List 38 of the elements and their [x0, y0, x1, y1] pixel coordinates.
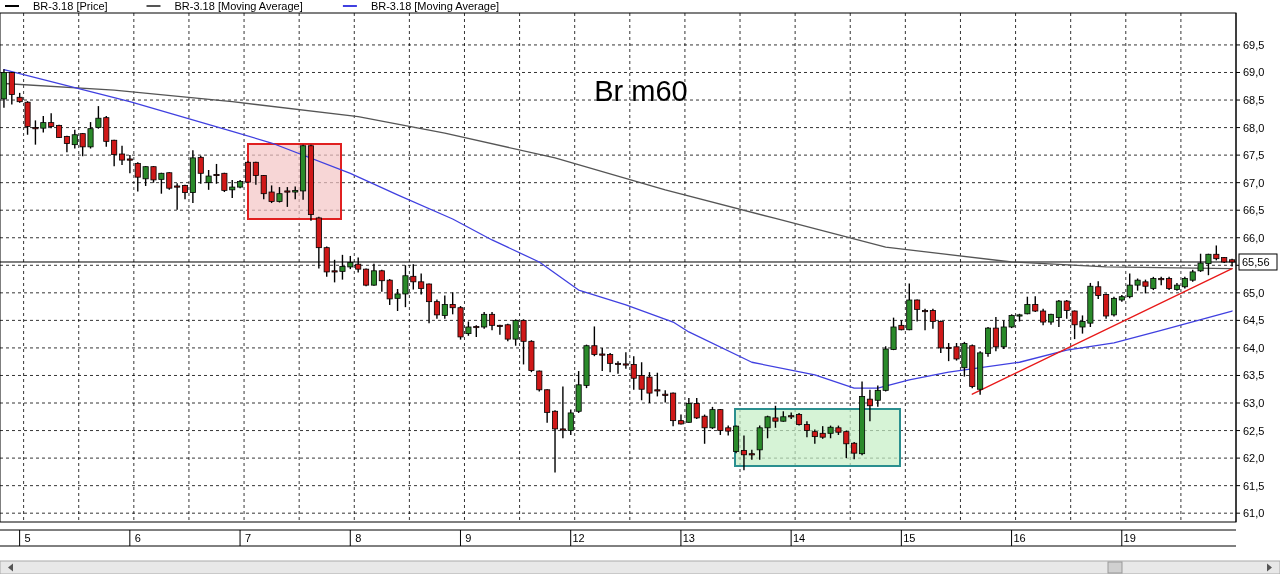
x-tick-label: 12: [572, 532, 585, 544]
y-tick-label: 67,5: [1243, 149, 1265, 162]
y-tick-label: 63,5: [1243, 369, 1265, 382]
x-tick-label: 8: [355, 532, 362, 544]
y-tick-label: 62,5: [1243, 424, 1265, 437]
y-tick-label: 68,5: [1243, 94, 1265, 107]
x-tick-label: 16: [1013, 532, 1026, 544]
x-tick-label: 15: [903, 532, 916, 544]
y-tick-label: 67,0: [1243, 176, 1265, 189]
x-tick-label: 9: [465, 532, 472, 544]
y-tick-label: 69,0: [1243, 66, 1265, 79]
y-tick-label: 63,0: [1243, 397, 1265, 410]
legend-label: BR-3.18 [Moving Average]: [370, 0, 500, 12]
y-tick-label: 61,0: [1243, 507, 1265, 520]
candlestick: [433, 298, 440, 320]
y-tick-label: 62,0: [1243, 452, 1265, 465]
x-tick-label: 6: [134, 532, 141, 544]
y-tick-label: 61,5: [1243, 479, 1265, 492]
candlestick: [748, 449, 755, 461]
y-tick-label: 66,5: [1243, 204, 1265, 217]
y-tick-label: 64,5: [1243, 314, 1265, 327]
x-tick-label: 5: [24, 532, 31, 544]
y-tick-label: 66,0: [1243, 231, 1265, 244]
y-tick-label: 64,0: [1243, 341, 1265, 354]
text: Br m60: [594, 75, 688, 107]
x-tick-label: 14: [792, 532, 806, 544]
x-tick-label: 7: [244, 532, 252, 544]
y-tick-label: 69,5: [1243, 38, 1265, 51]
y-tick-label: 68,0: [1243, 121, 1265, 134]
y-tick-label: 65,0: [1243, 286, 1265, 299]
legend-label: BR-3.18 [Price]: [33, 0, 108, 12]
ref-line-label: 65,56: [1242, 255, 1270, 268]
candlestick: [496, 324, 503, 336]
x-tick-label: 13: [682, 532, 695, 544]
candlestick: [1110, 296, 1117, 318]
x-tick-label: 19: [1123, 532, 1136, 544]
candlestick: [740, 434, 747, 471]
legend-label: BR-3.18 [Moving Average]: [174, 0, 303, 12]
